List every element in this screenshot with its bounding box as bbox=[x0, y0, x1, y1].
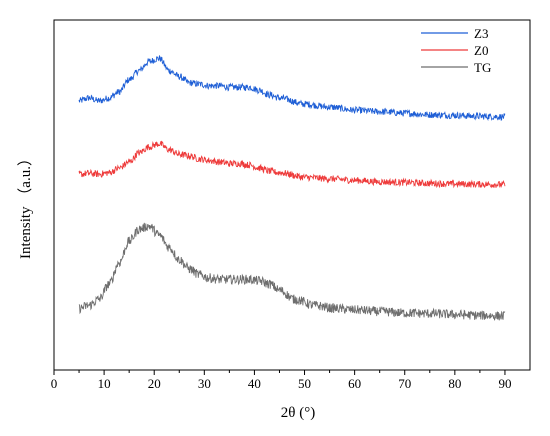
plot-frame bbox=[53, 19, 531, 371]
plot-area bbox=[53, 19, 531, 371]
x-tick-label: 10 bbox=[98, 376, 111, 391]
x-ticks: 0 10 20 30 40 50 60 70 80 90 bbox=[51, 370, 511, 391]
series-line-z0 bbox=[78, 140, 506, 189]
legend-label: Z0 bbox=[474, 43, 488, 58]
x-tick-label: 90 bbox=[498, 376, 511, 391]
x-tick-label: 50 bbox=[298, 376, 311, 391]
series-layer bbox=[78, 55, 506, 321]
x-tick-label: 30 bbox=[198, 376, 211, 391]
x-tick-label: 60 bbox=[348, 376, 361, 391]
y-axis-label: Intensity （a.u.） bbox=[17, 151, 34, 259]
x-axis-label: 2θ (°) bbox=[281, 405, 315, 421]
x-tick-label: 80 bbox=[448, 376, 461, 391]
legend-label: Z3 bbox=[474, 26, 488, 41]
x-tick-label: 70 bbox=[398, 376, 411, 391]
series-line-tg bbox=[78, 222, 506, 321]
legend-label: TG bbox=[474, 60, 491, 75]
legend: Z3 Z0 TG bbox=[421, 26, 491, 75]
series-line-z3 bbox=[78, 55, 506, 122]
x-tick-label: 40 bbox=[248, 376, 261, 391]
x-tick-label: 0 bbox=[51, 376, 58, 391]
x-tick-label: 20 bbox=[148, 376, 161, 391]
